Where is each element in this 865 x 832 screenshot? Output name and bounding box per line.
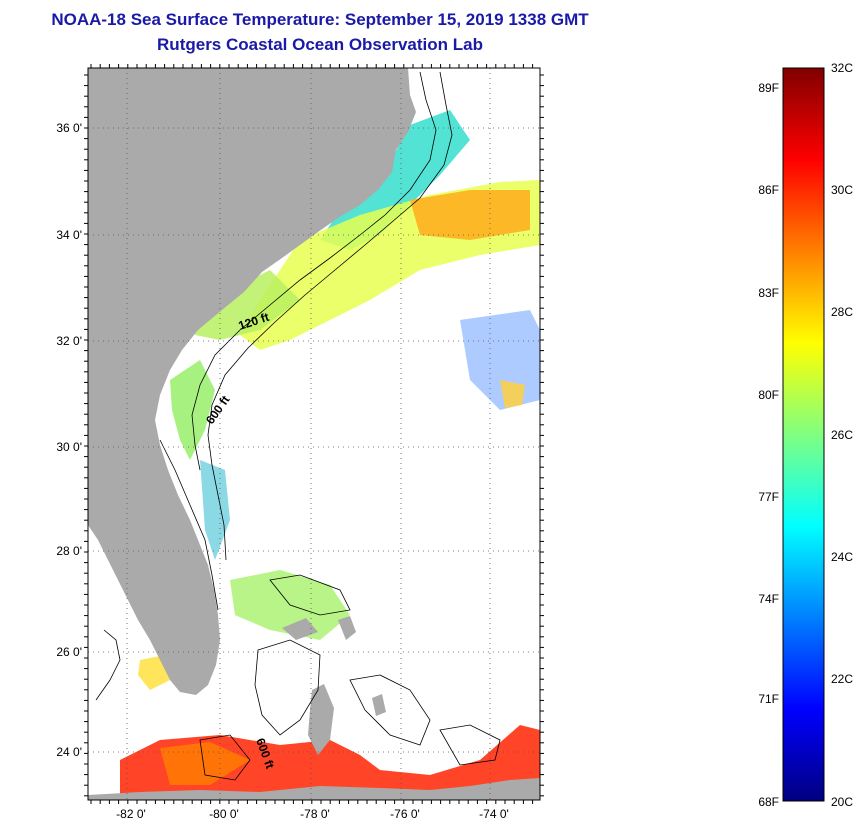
celsius-label: 28C bbox=[831, 305, 853, 319]
fahrenheit-label: 83F bbox=[758, 286, 779, 300]
latitude-labels: 36 0' 34 0' 32 0' 30 0' 28 0' 26 0' 24 0… bbox=[56, 121, 82, 759]
lon-label: -74 0' bbox=[479, 807, 509, 821]
lat-label: 28 0' bbox=[56, 544, 82, 558]
lon-label: -76 0' bbox=[390, 807, 420, 821]
colorbar bbox=[782, 67, 825, 802]
fahrenheit-label: 89F bbox=[758, 81, 779, 95]
depth-contours bbox=[95, 71, 501, 781]
us-mainland bbox=[88, 68, 416, 695]
fahrenheit-label: 86F bbox=[758, 183, 779, 197]
celsius-label: 22C bbox=[831, 672, 853, 686]
longitude-labels: -82 0' -80 0' -78 0' -76 0' -74 0' bbox=[116, 807, 509, 821]
bahamas-islands bbox=[282, 616, 386, 755]
lat-label: 24 0' bbox=[56, 745, 82, 759]
lat-label: 34 0' bbox=[56, 228, 82, 242]
celsius-label: 26C bbox=[831, 428, 853, 442]
lat-label: 30 0' bbox=[56, 440, 82, 454]
colorbar-celsius-labels: 32C 30C 28C 26C 24C 22C 20C bbox=[831, 61, 853, 809]
fahrenheit-label: 77F bbox=[758, 490, 779, 504]
fahrenheit-label: 80F bbox=[758, 388, 779, 402]
colorbar-fahrenheit-labels: 89F 86F 83F 80F 77F 74F 71F 68F bbox=[758, 81, 779, 809]
lat-label: 32 0' bbox=[56, 334, 82, 348]
celsius-label: 24C bbox=[831, 550, 853, 564]
graticule bbox=[88, 68, 540, 800]
lon-label: -80 0' bbox=[209, 807, 239, 821]
celsius-label: 20C bbox=[831, 795, 853, 809]
cuba bbox=[88, 778, 540, 800]
lon-label: -78 0' bbox=[300, 807, 330, 821]
map-ticks bbox=[84, 64, 544, 804]
map-subtitle: Rutgers Coastal Ocean Observation Lab bbox=[157, 35, 483, 54]
fahrenheit-label: 71F bbox=[758, 692, 779, 706]
fahrenheit-label: 68F bbox=[758, 795, 779, 809]
lon-label: -82 0' bbox=[116, 807, 146, 821]
lat-label: 26 0' bbox=[56, 645, 82, 659]
celsius-label: 32C bbox=[831, 61, 853, 75]
lat-label: 36 0' bbox=[56, 121, 82, 135]
map-frame bbox=[87, 67, 541, 801]
fahrenheit-label: 74F bbox=[758, 592, 779, 606]
map-title: NOAA-18 Sea Surface Temperature: Septemb… bbox=[51, 10, 589, 29]
celsius-label: 30C bbox=[831, 183, 853, 197]
